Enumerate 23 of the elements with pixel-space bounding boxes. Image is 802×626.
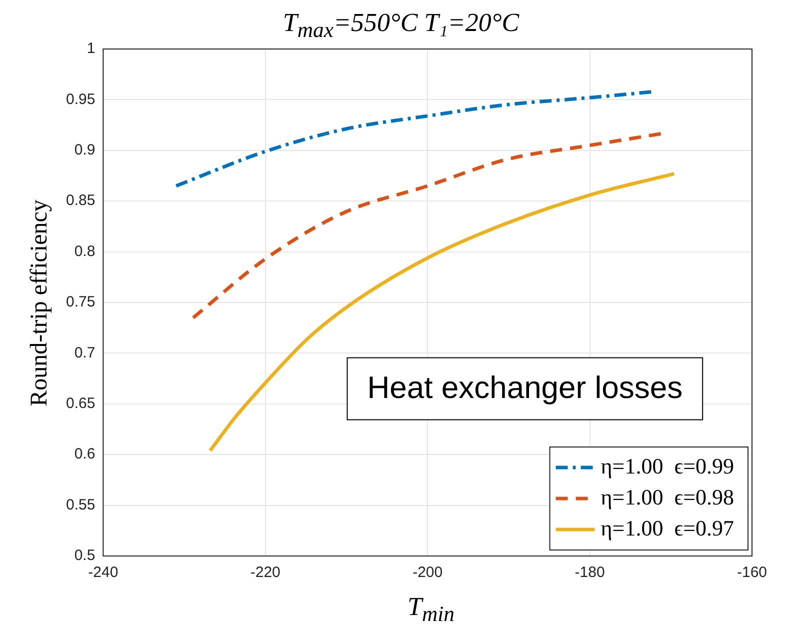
x-tick-label: -200 (412, 564, 443, 582)
y-tick-label: 0.8 (74, 242, 96, 260)
y-tick-label: 0.75 (66, 294, 96, 311)
x-axis-title: T$_{min}$ (406, 592, 456, 626)
y-tick-label: 0.55 (66, 496, 96, 514)
legend-label: η=1.00 ϵ=0.97 (600, 515, 734, 540)
y-tick-label: 0.9 (74, 142, 96, 159)
legend-label: η=1.00 ϵ=0.99 (600, 453, 734, 478)
chart-title: T$_{max}$=550°C T₁=20°C (282, 8, 520, 42)
legend-label: η=1.00 ϵ=0.98 (600, 484, 734, 510)
x-tick-label: -240 (88, 564, 118, 582)
y-tick-label: 0.7 (74, 344, 96, 362)
x-tick-label: -160 (736, 564, 768, 582)
y-tick-label: 0.95 (66, 90, 96, 108)
y-axis-title: Round-trip efficiency (26, 200, 54, 406)
y-tick-label: 0.6 (74, 446, 96, 463)
y-tick-label: 0.85 (66, 192, 96, 210)
y-tick-label: 1 (86, 40, 96, 58)
y-tick-label: 0.5 (74, 547, 96, 564)
annotation: Heat exchanger losses (367, 370, 683, 406)
x-tick-label: -220 (250, 564, 280, 582)
y-tick-label: 0.65 (66, 395, 96, 412)
x-tick-label: -180 (574, 564, 605, 582)
